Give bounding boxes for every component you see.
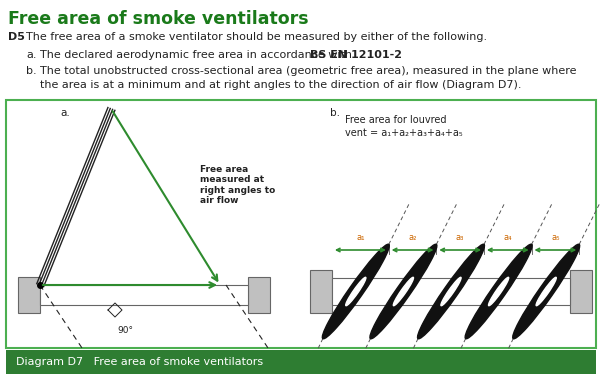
Text: vent = a₁+a₂+a₃+a₄+a₅: vent = a₁+a₂+a₃+a₄+a₅ — [345, 128, 462, 138]
Ellipse shape — [441, 277, 461, 306]
Bar — [6, 350, 596, 374]
Ellipse shape — [418, 244, 485, 339]
Text: a₂: a₂ — [408, 233, 417, 242]
Bar — [18, 277, 40, 313]
Ellipse shape — [536, 277, 556, 306]
Text: a.: a. — [60, 108, 70, 118]
Bar — [6, 100, 596, 348]
Ellipse shape — [346, 277, 366, 306]
Bar — [570, 270, 592, 313]
Text: The free area of a smoke ventilator should be measured by either of the followin: The free area of a smoke ventilator shou… — [26, 32, 487, 42]
Text: 90°: 90° — [117, 326, 133, 335]
Bar — [310, 270, 332, 313]
Ellipse shape — [370, 244, 437, 339]
Text: a₅: a₅ — [551, 233, 560, 242]
Text: a₄: a₄ — [503, 233, 512, 242]
Text: a₃: a₃ — [456, 233, 464, 242]
Ellipse shape — [322, 244, 389, 339]
Text: a₁: a₁ — [356, 233, 365, 242]
Ellipse shape — [393, 277, 414, 306]
Ellipse shape — [488, 277, 509, 306]
Text: The total unobstructed cross-sectional area (geometric free area), measured in t: The total unobstructed cross-sectional a… — [40, 66, 577, 76]
Text: The declared aerodynamic free area in accordance with: The declared aerodynamic free area in ac… — [40, 50, 356, 60]
Text: Free area
measured at
right angles to
air flow: Free area measured at right angles to ai… — [200, 165, 275, 205]
Bar — [40, 285, 248, 305]
Text: a.: a. — [26, 50, 37, 60]
Text: .: . — [394, 50, 398, 60]
Text: Diagram D7   Free area of smoke ventilators: Diagram D7 Free area of smoke ventilator… — [16, 357, 263, 367]
Text: the area is at a minimum and at right angles to the direction of air flow (Diagr: the area is at a minimum and at right an… — [40, 80, 521, 90]
Ellipse shape — [465, 244, 532, 339]
Text: b.: b. — [26, 66, 37, 76]
Text: BS EN 12101-2: BS EN 12101-2 — [310, 50, 402, 60]
Bar — [332, 278, 570, 305]
Text: D5: D5 — [8, 32, 25, 42]
Text: Free area for louvred: Free area for louvred — [345, 115, 447, 125]
Ellipse shape — [513, 244, 580, 339]
Text: b.: b. — [330, 108, 340, 118]
Bar — [248, 277, 270, 313]
Text: Free area of smoke ventilators: Free area of smoke ventilators — [8, 10, 309, 28]
